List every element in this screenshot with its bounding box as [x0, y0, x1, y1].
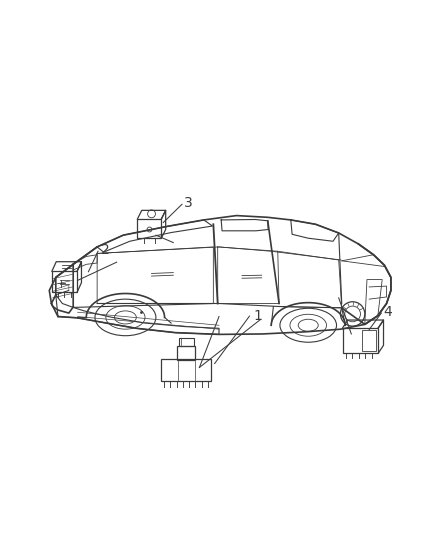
Bar [343, 328, 378, 353]
Text: 3: 3 [184, 196, 193, 210]
Text: 1: 1 [253, 309, 262, 323]
Bar [179, 338, 194, 346]
Bar [52, 271, 77, 292]
Bar [177, 346, 195, 360]
Bar [138, 219, 161, 238]
Text: 2: 2 [101, 243, 110, 257]
Bar [362, 330, 376, 351]
Bar [161, 359, 212, 382]
Text: 4: 4 [384, 305, 392, 319]
